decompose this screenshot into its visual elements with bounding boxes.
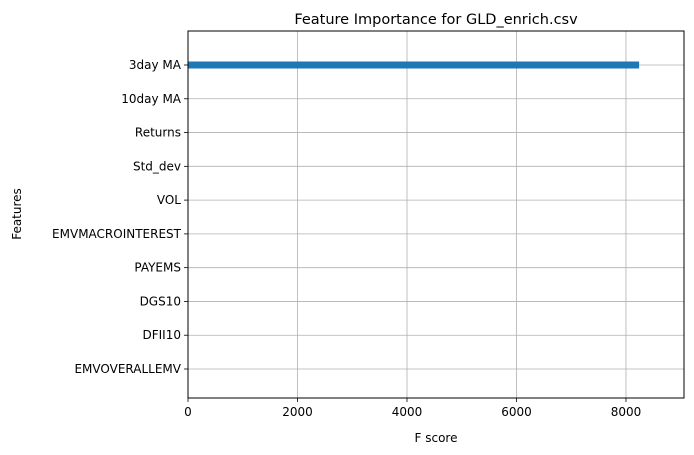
- y-tick-label: EMVOVERALLEMV: [74, 362, 181, 376]
- y-tick-label: 3day MA: [129, 58, 182, 72]
- bar-series: [188, 61, 640, 373]
- bar-3day-ma: [188, 61, 640, 69]
- x-axis-label: F score: [415, 431, 458, 445]
- y-tick-label: EMVMACROINTEREST: [52, 227, 182, 241]
- x-tick-label: 0: [184, 405, 192, 419]
- y-tick-label: DFII10: [143, 328, 182, 342]
- y-tick-label: VOL: [157, 193, 181, 207]
- x-tick-label: 2000: [282, 405, 313, 419]
- x-tick-label: 6000: [501, 405, 532, 419]
- y-tick-label: Returns: [135, 126, 181, 140]
- x-tick-label: 4000: [392, 405, 423, 419]
- y-tick-label: Std_dev: [133, 159, 181, 173]
- plot-frame: [187, 30, 685, 399]
- grid-lines: [187, 31, 684, 398]
- chart-title: Feature Importance for GLD_enrich.csv: [294, 12, 578, 28]
- x-axis: 0 2000 4000 6000 8000: [184, 398, 641, 419]
- y-tick-label: PAYEMS: [134, 261, 181, 275]
- y-axis: 3day MA 10day MA Returns Std_dev VOL EMVMACRO…: [52, 58, 188, 376]
- y-tick-label: 10day MA: [121, 92, 182, 106]
- y-axis-label: Features: [10, 188, 24, 240]
- x-tick-label: 8000: [611, 405, 642, 419]
- y-tick-label: DGS10: [140, 294, 181, 308]
